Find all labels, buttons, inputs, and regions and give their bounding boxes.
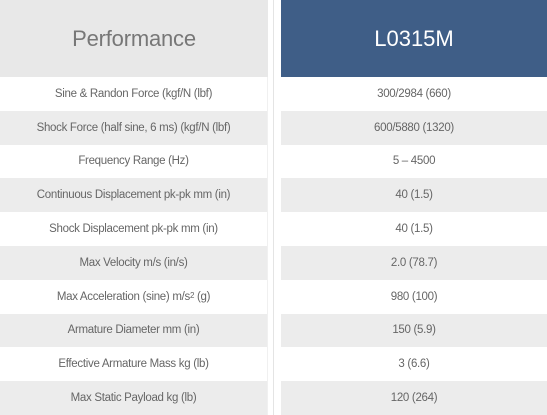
- label-column: Performance Sine & Randon Force (kgf/N (…: [0, 0, 268, 415]
- column-divider: [273, 0, 274, 415]
- row-label-shock-displacement: Shock Displacement pk-pk mm (in): [0, 212, 268, 246]
- model-header: L0315M: [281, 0, 547, 77]
- row-value-continuous-displacement: 40 (1.5): [281, 178, 547, 213]
- max-acceleration-label-prefix: Max Acceleration (sine) m/s: [56, 290, 190, 303]
- row-label-max-velocity: Max Velocity m/s (in/s): [0, 245, 268, 280]
- row-label-shock-force: Shock Force (half sine, 6 ms) (kgf/N (lb…: [0, 110, 268, 145]
- row-value-armature-mass: 3 (6.6): [281, 347, 547, 382]
- row-label-armature-diameter: Armature Diameter mm (in): [0, 313, 268, 348]
- row-value-sine-force: 300/2984 (660): [281, 77, 547, 111]
- row-label-continuous-displacement: Continuous Displacement pk-pk mm (in): [0, 178, 268, 213]
- row-label-max-acceleration: Max Acceleration (sine) m/s 2 (g): [0, 279, 268, 314]
- value-column: L0315M 300/2984 (660) 600/5880 (1320) 5 …: [281, 0, 547, 415]
- row-value-armature-diameter: 150 (5.9): [281, 313, 547, 348]
- column-gap: [268, 0, 281, 415]
- row-value-shock-displacement: 40 (1.5): [281, 212, 547, 246]
- max-acceleration-label-suffix: (g): [194, 290, 211, 303]
- performance-header: Performance: [0, 0, 268, 77]
- row-label-sine-force: Sine & Randon Force (kgf/N (lbf): [0, 77, 268, 111]
- row-label-armature-mass: Effective Armature Mass kg (lb): [0, 347, 268, 382]
- row-value-max-acceleration: 980 (100): [281, 279, 547, 314]
- row-value-frequency-range: 5 – 4500: [281, 144, 547, 179]
- row-value-shock-force: 600/5880 (1320): [281, 110, 547, 145]
- row-label-static-payload: Max Static Payload kg (lb): [0, 381, 268, 415]
- row-value-static-payload: 120 (264): [281, 381, 547, 415]
- row-value-max-velocity: 2.0 (78.7): [281, 245, 547, 280]
- row-label-frequency-range: Frequency Range (Hz): [0, 144, 268, 179]
